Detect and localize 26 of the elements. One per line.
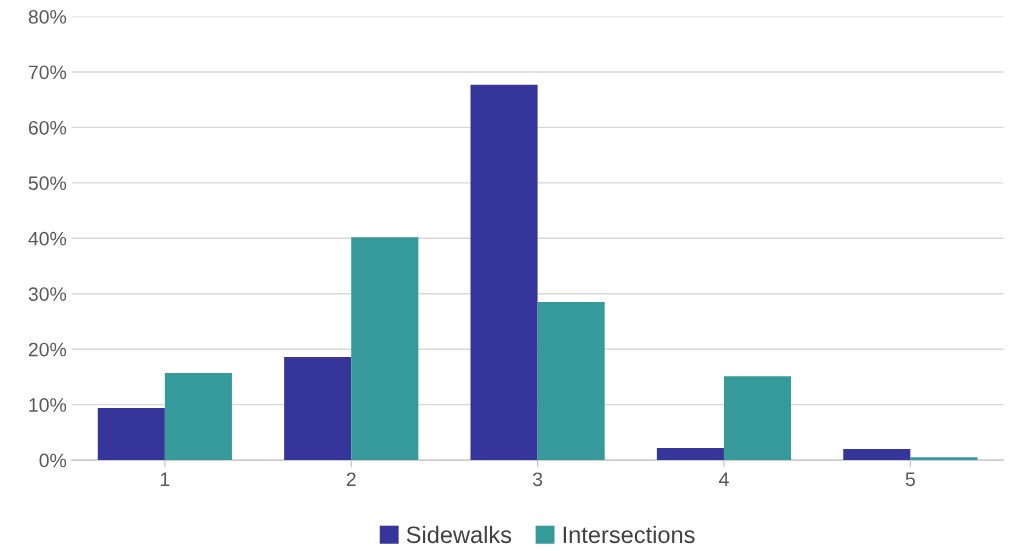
bar bbox=[470, 84, 538, 461]
bar bbox=[723, 376, 792, 461]
x-tick-label: 3 bbox=[532, 472, 543, 487]
y-tick-label: 60% bbox=[28, 120, 67, 135]
bar bbox=[537, 302, 605, 461]
bar bbox=[97, 407, 165, 461]
y-tick-label: 40% bbox=[28, 231, 67, 246]
y-tick-label: 50% bbox=[28, 176, 67, 191]
y-tick-label: 0% bbox=[39, 453, 67, 468]
bar bbox=[843, 449, 911, 461]
bar bbox=[910, 457, 978, 461]
x-tick-label: 4 bbox=[719, 472, 729, 486]
bar bbox=[284, 356, 352, 461]
bar bbox=[351, 237, 419, 461]
legend-label: Sidewalks bbox=[406, 525, 512, 544]
y-tick-label: 20% bbox=[28, 342, 67, 357]
y-tick-label: 80% bbox=[28, 10, 67, 24]
y-tick-label: 10% bbox=[29, 398, 67, 412]
legend-label: Intersections bbox=[563, 525, 695, 544]
bar bbox=[656, 447, 724, 461]
x-tick-label: 2 bbox=[346, 472, 356, 486]
y-tick-label: 70% bbox=[28, 65, 67, 80]
x-tick-label: 5 bbox=[905, 472, 915, 487]
bar bbox=[164, 373, 232, 461]
y-tick-label: 30% bbox=[28, 287, 67, 301]
x-tick-label: 1 bbox=[160, 472, 170, 486]
